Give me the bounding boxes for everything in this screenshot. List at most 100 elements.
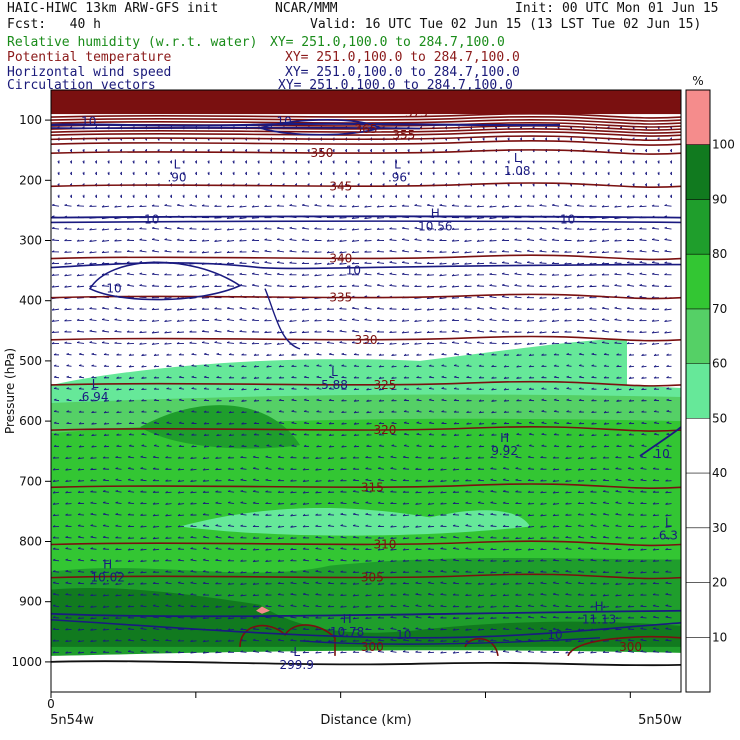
wind-vector-head [232,161,235,164]
wind-vector [469,160,472,164]
wind-vector [65,502,72,505]
wind-vector-head [369,161,372,164]
wind-vector [239,329,247,333]
wind-vector [666,444,672,447]
wind-vector [402,467,410,470]
wind-vector [278,421,285,424]
wind-vector [426,319,435,322]
wind-vector-head [364,318,368,321]
wind-vector-head [491,399,494,402]
wind-vector-shaft [389,342,397,345]
wind-vector-head [426,319,430,322]
wind-vector [576,341,585,344]
wind-vector [78,398,85,402]
wind-vector-head [207,161,210,164]
wind-vector-shaft [114,319,122,322]
wind-vector-shaft [52,204,60,207]
wind-vector-head [415,456,418,458]
wind-vector-head [178,410,182,412]
wind-vector-head [91,422,94,425]
wind-vector [264,238,272,241]
wind-vector-head [116,364,119,368]
wind-vector-shaft [602,319,610,322]
wind-vector [289,204,297,207]
wind-vector-head [116,433,119,436]
wind-vector [391,421,397,424]
wind-vector [403,365,410,368]
wind-vector-head [428,353,432,356]
wind-vector-head [664,249,668,252]
wind-vector [378,399,385,402]
wind-vector [66,375,72,379]
wind-vector [407,160,410,164]
wind-vector-head [282,149,285,153]
wind-vector [503,421,510,425]
wind-vector [201,204,210,207]
wind-vector [491,376,497,379]
wind-vector [590,467,597,471]
wind-vector [216,433,222,437]
wind-vector [578,433,585,436]
wind-vector-head [651,238,655,240]
wind-vector-head [189,285,192,288]
wind-vector [607,160,610,164]
wind-vector-head [278,432,282,435]
wind-vector-head [526,272,530,275]
wind-vector [378,410,385,413]
wind-vector [69,148,72,153]
wind-vector-head [101,250,105,254]
wind-vector [153,387,160,390]
wind-vector [526,204,535,207]
wind-vector-head [641,387,644,391]
wind-vector-head [51,273,55,276]
wind-vector-head [469,195,472,198]
wind-vector [51,330,60,334]
wind-vector [528,432,535,436]
wind-vector-shaft [389,273,397,276]
wind-vector-head [639,295,642,298]
wind-vector-head [253,433,257,436]
wind-vector [315,456,322,460]
wind-vector-head [666,353,669,356]
wind-vector-shaft [564,285,572,288]
wind-vector [389,261,397,264]
wind-vector-head [65,479,68,482]
wind-vector-shaft [65,457,72,460]
wind-vector-head [353,387,357,391]
wind-vector [391,444,397,447]
wind-vector [451,273,460,277]
wind-vector [76,329,85,333]
wind-vector-head [514,249,518,252]
wind-vector [282,148,285,153]
wind-vector [327,468,335,471]
wind-vector-head [494,183,497,187]
wind-vector-head [241,444,244,447]
wind-vector [451,307,460,310]
wind-vector-head [614,306,618,309]
wind-vector [466,433,472,437]
wind-vector [151,319,160,322]
wind-vector [415,491,422,494]
wind-vector [376,330,385,333]
wind-vector [353,364,360,367]
wind-vector-head [514,227,517,230]
wind-vector-shaft [64,308,72,311]
wind-vector-head [389,238,393,241]
wind-vector-shaft [489,319,497,322]
wind-vector-head [282,161,285,164]
wind-vector-head [353,399,357,402]
wind-vector [540,467,547,470]
wind-vector [103,376,110,379]
wind-vector [276,307,285,311]
wind-vector [303,364,310,367]
wind-vector-head [626,330,630,333]
wind-vector-head [407,149,410,153]
wind-vector-head [389,307,392,310]
wind-vector-shaft [76,285,85,288]
wind-vector-head [541,376,544,379]
wind-vector [101,318,110,322]
wind-vector-head [115,501,119,504]
wind-vector [319,160,322,164]
wind-vector-shaft [489,273,497,276]
wind-vector-head [476,239,480,242]
